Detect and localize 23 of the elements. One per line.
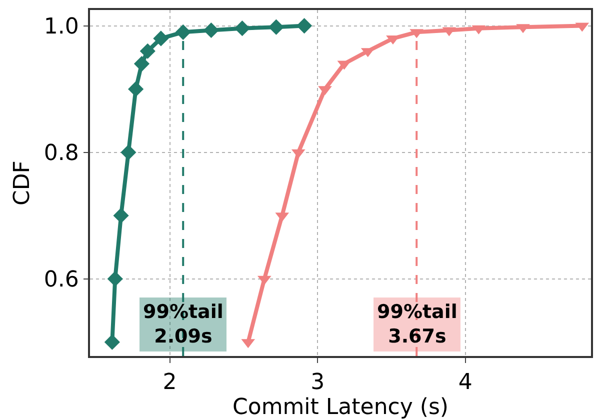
point bbox=[128, 81, 144, 97]
x-axis-title: Commit Latency (s) bbox=[232, 395, 448, 420]
x-tick-label: 4 bbox=[458, 370, 472, 396]
x-tick-label: 3 bbox=[310, 370, 325, 396]
x-tick-label: 2 bbox=[162, 370, 177, 396]
point bbox=[107, 271, 123, 287]
point bbox=[134, 56, 150, 72]
y-tick-label: 0.6 bbox=[44, 268, 79, 293]
point bbox=[140, 43, 156, 59]
ref-line-label: 99%tail 3.67s bbox=[377, 301, 458, 348]
point bbox=[175, 24, 191, 40]
y-axis-title: CDF bbox=[10, 160, 36, 206]
point bbox=[203, 22, 219, 38]
point bbox=[268, 19, 284, 35]
point bbox=[296, 18, 312, 34]
point bbox=[120, 144, 136, 160]
point bbox=[234, 20, 250, 36]
y-tick-label: 0.8 bbox=[44, 141, 79, 166]
point bbox=[104, 334, 120, 350]
ref-line-label: 99%tail 2.09s bbox=[143, 301, 224, 348]
point bbox=[153, 30, 169, 46]
y-tick-label: 1.0 bbox=[44, 14, 79, 40]
point bbox=[113, 208, 129, 224]
